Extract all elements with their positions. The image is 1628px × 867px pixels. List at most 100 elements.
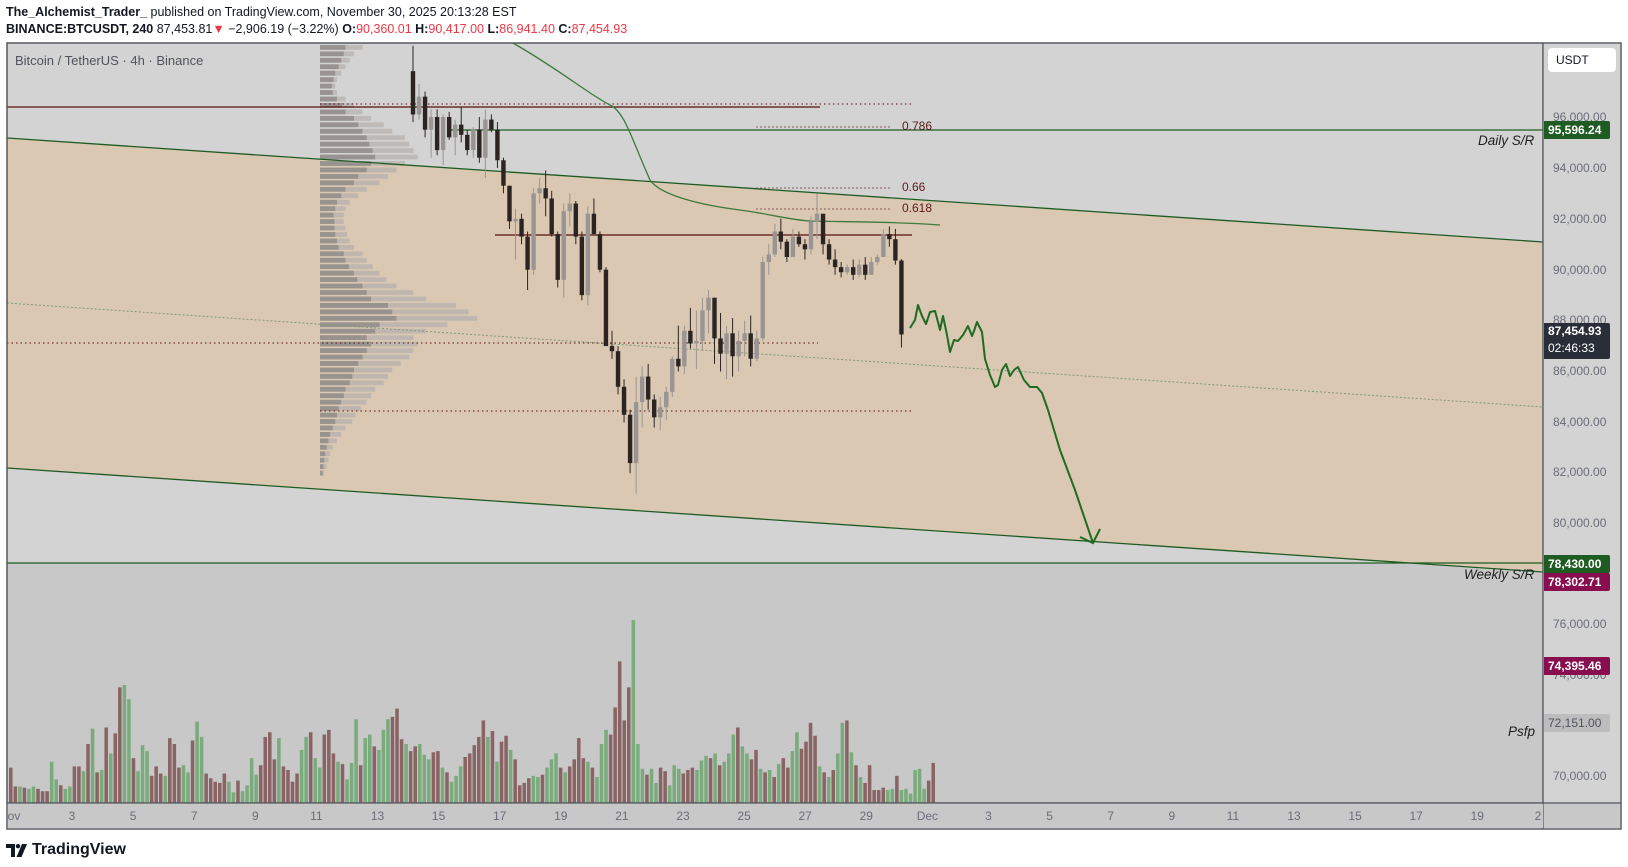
fib-0786-label: 0.786 xyxy=(902,119,933,133)
volume-bar xyxy=(917,768,922,803)
weekly-sr-label[interactable]: Weekly S/R xyxy=(1464,567,1535,582)
volume-bar xyxy=(408,751,413,803)
volume-bar xyxy=(263,736,268,803)
volume-bar xyxy=(172,744,177,803)
volume-bar xyxy=(322,734,327,803)
volume-bar xyxy=(168,738,172,803)
volume-bar xyxy=(667,785,672,803)
volume-bar xyxy=(313,758,317,803)
scale-corner xyxy=(1544,804,1620,828)
candle xyxy=(633,402,639,464)
time-tick: 7 xyxy=(190,809,198,823)
volume-bar xyxy=(404,744,408,803)
volume-bar xyxy=(45,791,49,803)
volume-bar xyxy=(9,767,13,803)
price-tick: 80,000.00 xyxy=(1553,516,1607,530)
volume-bar xyxy=(790,751,795,803)
volume-bar xyxy=(49,761,54,803)
symbol-legend[interactable]: Bitcoin / TetherUS · 4h · Binance xyxy=(15,53,204,68)
volume-bar xyxy=(186,772,190,803)
candle xyxy=(814,213,820,222)
volume-bar xyxy=(754,749,758,803)
candle xyxy=(609,346,615,352)
volume-bar xyxy=(154,766,158,803)
time-scale-bg[interactable] xyxy=(8,804,1543,828)
time-tick: 5 xyxy=(129,809,137,823)
volume-bar xyxy=(504,735,508,803)
volume-bar xyxy=(354,719,358,803)
channel-upper-line[interactable] xyxy=(6,137,1544,243)
volume-bar xyxy=(222,773,227,803)
volume-bar xyxy=(713,753,717,803)
volume-bar xyxy=(477,736,481,803)
candle xyxy=(857,264,862,275)
volume-bar xyxy=(527,778,531,803)
volume-bar xyxy=(831,769,836,803)
candle xyxy=(820,213,826,245)
volume-bar xyxy=(717,765,722,803)
volume-bar xyxy=(308,732,313,803)
tradingview-logo[interactable]: TradingView xyxy=(6,841,126,859)
volume-bar xyxy=(531,775,536,803)
volume-bar xyxy=(81,771,86,803)
volume-bar xyxy=(586,761,590,803)
candle xyxy=(519,218,524,237)
candle xyxy=(730,333,735,357)
high-label: H: xyxy=(415,22,429,36)
channel-lower-line[interactable] xyxy=(6,467,1544,573)
candle xyxy=(591,213,597,235)
daily-sr-label[interactable]: Daily S/R xyxy=(1478,133,1535,148)
candle xyxy=(579,236,585,296)
price-tick: 92,000.00 xyxy=(1553,212,1607,226)
volume-bar xyxy=(631,620,636,803)
tradingview-logo-icon xyxy=(6,843,27,857)
psfp-label[interactable]: Psfp xyxy=(1508,724,1536,739)
psfp-price-tag: 72,151.00 xyxy=(1544,714,1610,732)
fib-066-label: 0.66 xyxy=(902,180,926,194)
volume-bar xyxy=(513,759,517,803)
volume-bar xyxy=(254,774,258,803)
symbol-label: BINANCE:BTCUSDT, 240 xyxy=(6,22,154,36)
currency-button[interactable]: USDT xyxy=(1548,48,1616,72)
volume-bar xyxy=(99,769,104,803)
volume-bar xyxy=(336,761,340,803)
volume-bar xyxy=(104,727,108,803)
volume-bar xyxy=(481,720,486,803)
volume-bar xyxy=(268,732,272,803)
volume-bar xyxy=(490,731,495,803)
volume-bar xyxy=(908,793,913,803)
volume-bar xyxy=(854,765,858,803)
volume-bar xyxy=(227,781,231,803)
forecast-path[interactable] xyxy=(909,304,1094,544)
volume-bar xyxy=(422,754,427,803)
volume-bar xyxy=(22,787,27,803)
candle xyxy=(766,254,771,263)
volume-bar xyxy=(931,762,935,803)
volume-bar xyxy=(277,738,281,803)
time-tick: 17 xyxy=(1409,809,1423,823)
candle xyxy=(483,119,488,158)
candle xyxy=(621,386,627,415)
volume-bar xyxy=(208,778,213,803)
time-tick: 15 xyxy=(431,809,446,823)
fib-0618-label: 0.618 xyxy=(902,201,933,215)
volume-bar xyxy=(40,791,45,803)
time-tick: 7 xyxy=(1107,809,1115,823)
candle xyxy=(838,267,844,273)
candle xyxy=(489,119,494,130)
author-name[interactable]: The_Alchemist_Trader_ xyxy=(6,5,148,19)
time-tick: 17 xyxy=(493,809,507,823)
candle xyxy=(525,236,530,270)
candle xyxy=(585,213,591,296)
channel-mid-line[interactable] xyxy=(6,302,1544,408)
volume-bar xyxy=(781,758,786,803)
volume-bar xyxy=(636,744,640,803)
candle xyxy=(700,310,705,341)
candle xyxy=(893,239,898,261)
volume-bar xyxy=(63,788,68,803)
volume-bar xyxy=(726,753,731,803)
candle xyxy=(615,351,621,387)
price-scale-bg[interactable] xyxy=(1544,44,1620,802)
volume-bar xyxy=(349,762,354,803)
